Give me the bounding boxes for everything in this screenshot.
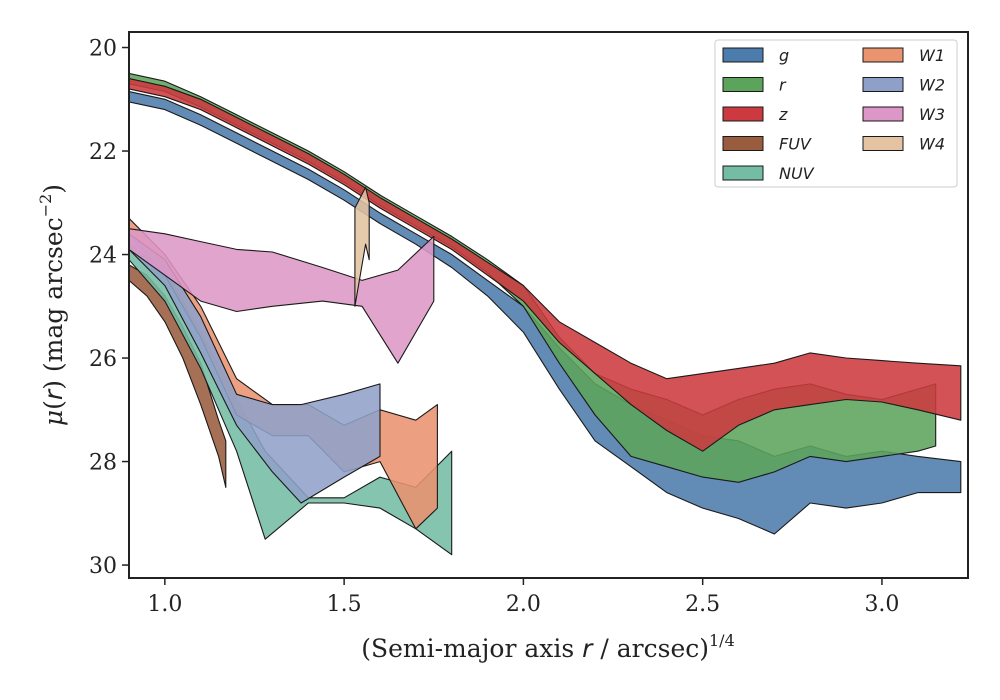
legend-swatch-r <box>722 77 764 92</box>
legend-swatch-w2 <box>862 77 904 92</box>
legend-label-g: g <box>779 46 789 65</box>
legend-label-w1: W1 <box>919 46 945 65</box>
band-g <box>129 90 962 535</box>
series-bands <box>129 72 962 556</box>
plot-frame <box>128 31 969 579</box>
legend-label-r: r <box>779 76 787 95</box>
legend-label-fuv: FUV <box>779 135 812 154</box>
x-tick-label: 3.0 <box>864 592 899 617</box>
legend-swatch-w4 <box>862 136 904 151</box>
legend-label-w2: W2 <box>919 76 945 95</box>
y-axis-label: μ(r) (mag arcsec−2) <box>36 184 68 426</box>
band-w2 <box>129 233 381 504</box>
y-tick-label: 30 <box>89 554 117 579</box>
x-tick-label: 1.5 <box>327 592 362 617</box>
y-tick-label: 26 <box>89 347 117 372</box>
legend-label-w3: W3 <box>919 105 945 124</box>
y-tick-label: 24 <box>89 244 117 269</box>
y-tick-label: 22 <box>89 140 117 165</box>
y-axis: 20 22 24 26 28 30 <box>89 37 129 579</box>
band-z <box>129 78 962 452</box>
legend-swatch-w3 <box>862 106 904 122</box>
legend-label-z: z <box>778 105 788 124</box>
legend-swatch-g <box>722 47 764 63</box>
legend-label-nuv: NUV <box>779 164 815 183</box>
x-tick-label: 2.5 <box>685 592 720 617</box>
legend: grz FUV NUV W1 W2 W3 W4 <box>714 39 958 188</box>
y-tick-label: 20 <box>89 37 117 62</box>
legend-swatch-z <box>722 106 764 122</box>
x-axis-label: (Semi-major axis r / arcsec)1/4 <box>361 631 735 663</box>
legend-swatch-nuv <box>722 165 764 181</box>
y-tick-label: 28 <box>89 451 117 476</box>
legend-label-w4: W4 <box>919 135 945 154</box>
x-tick-label: 1.0 <box>147 592 182 617</box>
band-w3 <box>129 228 435 364</box>
x-axis: 1.0 1.5 2.0 2.5 3.0 <box>147 578 899 617</box>
legend-swatch-w1 <box>862 47 904 63</box>
legend-swatch-fuv <box>722 136 764 151</box>
band-w4 <box>354 186 370 307</box>
x-tick-label: 2.0 <box>506 592 541 617</box>
